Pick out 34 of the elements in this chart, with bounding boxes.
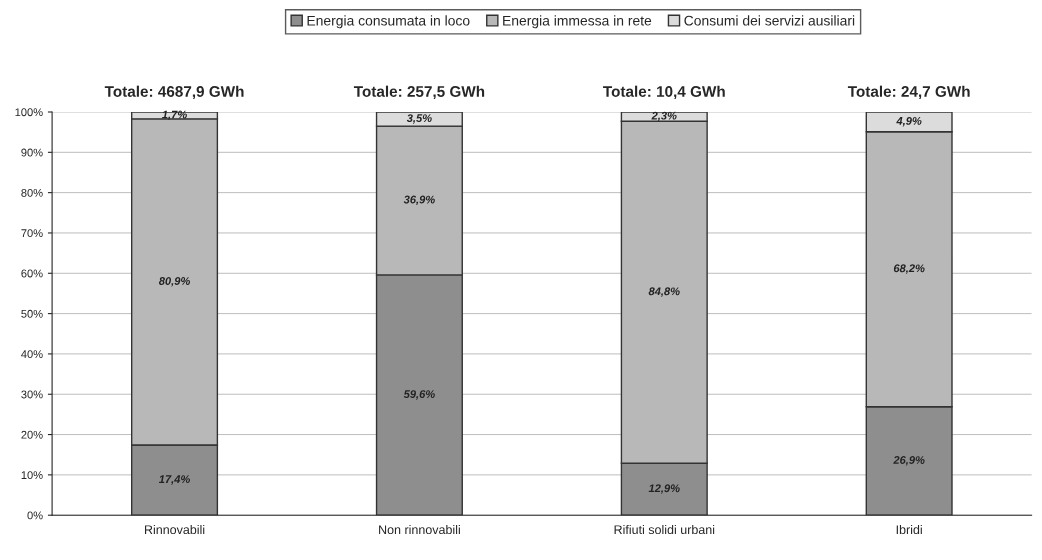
y-tick-label: 30% xyxy=(21,390,43,399)
data-label: 4,9% xyxy=(896,116,922,127)
y-tick-label: 10% xyxy=(21,471,43,480)
legend-label: Energia consumata in loco xyxy=(307,15,470,29)
data-label: 80,9% xyxy=(158,277,190,287)
legend-label: Consumi dei servizi ausiliari xyxy=(684,15,855,26)
y-tick-label: 0% xyxy=(27,511,43,520)
data-label: 3,5% xyxy=(406,114,432,124)
y-tick-label: 90% xyxy=(21,148,43,157)
text: Totale: 24,7 GWh xyxy=(847,85,970,100)
data-label: 1,7% xyxy=(162,110,187,121)
y-tick-label: 50% xyxy=(21,309,43,318)
y-tick-label: 20% xyxy=(21,430,43,439)
data-label: 84,8% xyxy=(648,287,680,297)
legend-label: Energia immessa in rete xyxy=(503,15,652,29)
data-label: 68,2% xyxy=(893,264,925,274)
data-label: 36,9% xyxy=(403,195,435,206)
y-tick-label: 100% xyxy=(15,108,43,117)
data-label: 12,9% xyxy=(648,484,680,494)
text: Totale: 10,4 GWh xyxy=(603,85,725,100)
text: Totale: 257,5 GWh xyxy=(353,85,485,100)
x-tick-label: Rinnovabili xyxy=(144,524,205,535)
x-tick-label: Non rinnovabili xyxy=(379,524,460,535)
y-tick-label: 70% xyxy=(21,229,43,238)
y-tick-label: 60% xyxy=(21,269,43,278)
data-label: 59,6% xyxy=(403,390,435,400)
x-tick-label: Ibridi xyxy=(896,524,922,535)
text: Totale: 4687,9 GWh xyxy=(104,85,244,100)
x-tick-label: Rifiuti solidi urbani xyxy=(614,524,715,535)
data-label: 17,4% xyxy=(158,475,190,485)
data-label: 2,3% xyxy=(651,111,677,122)
y-tick-label: 80% xyxy=(21,188,43,197)
data-label: 26,9% xyxy=(893,456,925,466)
y-tick-label: 40% xyxy=(21,350,43,359)
